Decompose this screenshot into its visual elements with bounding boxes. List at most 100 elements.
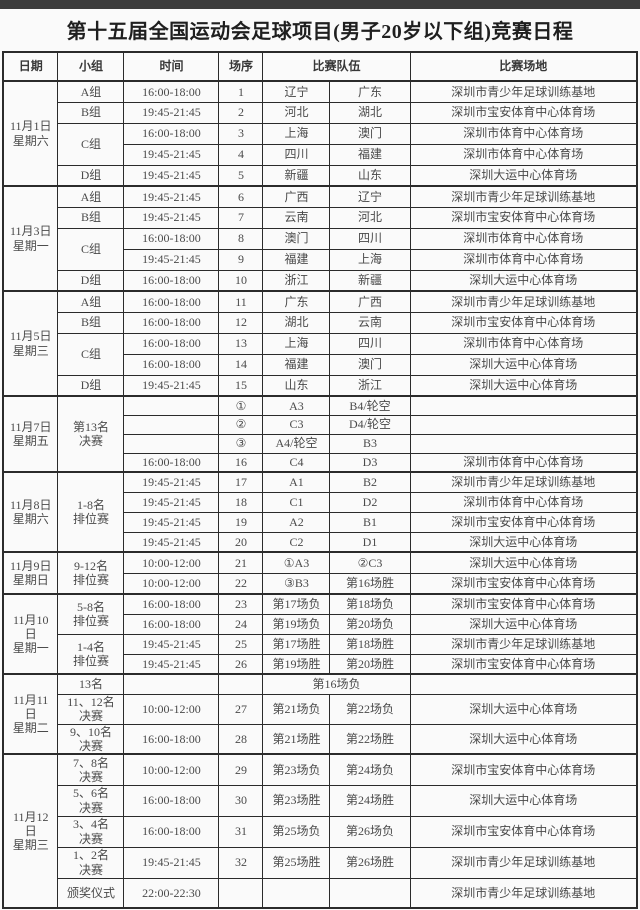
team-a-cell: 第25场负 xyxy=(262,815,331,848)
venue-cell xyxy=(409,395,638,416)
team-b-cell: 第24场负 xyxy=(329,753,411,786)
team-a-cell: 第17场胜 xyxy=(262,633,331,655)
venue-cell: 深圳市体育中心体育场 xyxy=(409,491,638,513)
team-a-cell: 上海 xyxy=(262,332,331,355)
team-a-cell: 第23场负 xyxy=(262,753,331,786)
time-cell xyxy=(123,673,220,695)
match-no-cell: 31 xyxy=(218,815,264,848)
team-a-cell: 第19场胜 xyxy=(262,653,331,675)
venue-cell: 深圳市宝安体育中心体育场 xyxy=(409,593,638,615)
time-cell: 16:00-18:00 xyxy=(123,290,220,313)
schedule-row: 11月3日 星期一 A组 19:45-21:45 6 广西 辽宁 深圳市青少年足… xyxy=(2,185,638,292)
team-a-cell: 福建 xyxy=(262,353,331,376)
team-b-cell: ②C3 xyxy=(329,551,411,574)
team-a-cell: 澳门 xyxy=(262,227,331,250)
match-no-cell: 26 xyxy=(218,653,264,675)
team-a-cell: 辽宁 xyxy=(262,80,331,103)
date-cell: 11月3日 星期一 xyxy=(2,185,59,292)
team-b-cell: 澳门 xyxy=(329,353,411,376)
venue-cell: 深圳大运中心体育场 xyxy=(409,164,638,187)
match-no-cell: 7 xyxy=(218,206,264,229)
venue-cell: 深圳大运中心体育场 xyxy=(409,784,638,817)
group-cell: 5、6名 决赛 xyxy=(57,784,125,817)
date-cell: 11月11 日 星期二 xyxy=(2,673,59,755)
venue-cell: 深圳市青少年足球训练基地 xyxy=(409,471,638,493)
team-a-cell: A3 xyxy=(262,395,331,416)
time-cell: 19:45-21:45 xyxy=(123,248,220,271)
group-cell: 第13名 决赛 xyxy=(57,395,125,473)
venue-cell: 深圳市宝安体育中心体育场 xyxy=(409,572,638,595)
group-cell: A组 xyxy=(57,185,125,208)
match-no-cell: 17 xyxy=(218,471,264,493)
team-a-cell: 第17场负 xyxy=(262,593,331,615)
venue-cell: 深圳市青少年足球训练基地 xyxy=(409,846,638,879)
date-cell: 11月5日 星期三 xyxy=(2,290,59,397)
team-b-cell: D1 xyxy=(329,531,411,553)
date-cell: 11月9日 星期日 xyxy=(2,551,59,595)
team-b-cell: 上海 xyxy=(329,248,411,271)
match-no-cell: 28 xyxy=(218,723,264,755)
col-header-match-no: 场序 xyxy=(218,51,264,82)
header-row: 日期 小组 时间 场序 比赛队伍 比赛场地 xyxy=(2,51,638,82)
time-cell: 19:45-21:45 xyxy=(123,491,220,513)
team-a-cell: 第21场负 xyxy=(262,693,331,725)
schedule-row: 颁奖仪式 22:00-22:30 深圳市青少年足球训练基地 xyxy=(3,877,638,909)
venue-cell: 深圳大运中心体育场 xyxy=(409,551,638,574)
schedule-row: C组 16:00-18:00 8 澳门 四川 深圳市体育中心体育场 xyxy=(3,227,638,271)
team-a-cell: A4/轮空 xyxy=(262,433,331,454)
team-b-cell: 第16场胜 xyxy=(329,572,411,595)
schedule-row: C组 16:00-18:00 13 上海 四川 深圳市体育中心体育场 xyxy=(3,332,638,376)
team-b-cell: 河北 xyxy=(329,206,411,229)
time-cell: 19:45-21:45 xyxy=(123,633,220,655)
team-a-cell: 福建 xyxy=(262,248,331,271)
time-cell: 19:45-21:45 xyxy=(123,531,220,553)
team-b-cell: 云南 xyxy=(329,311,411,334)
team-b-cell: 福建 xyxy=(329,143,411,166)
venue-cell: 深圳市青少年足球训练基地 xyxy=(409,185,638,208)
venue-cell: 深圳市宝安体育中心体育场 xyxy=(409,206,638,229)
team-b-cell: 湖北 xyxy=(329,101,411,124)
match-no-cell xyxy=(218,877,264,909)
match-no-cell: 25 xyxy=(218,633,264,655)
time-cell: 16:00-18:00 xyxy=(123,80,220,103)
match-no-cell: 24 xyxy=(218,613,264,635)
time-cell xyxy=(123,433,220,454)
venue-cell: 深圳市宝安体育中心体育场 xyxy=(409,101,638,124)
group-cell: 1、2名 决赛 xyxy=(57,846,125,879)
team-a-cell: 上海 xyxy=(262,122,331,145)
team-a-cell: 四川 xyxy=(262,143,331,166)
match-no-cell: 30 xyxy=(218,784,264,817)
schedule-row: 11月12 日 星期三 7、8名 决赛 10:00-12:00 29 第23场负… xyxy=(2,753,638,909)
time-cell: 22:00-22:30 xyxy=(123,877,220,909)
venue-cell: 深圳市青少年足球训练基地 xyxy=(409,290,638,313)
time-cell: 19:45-21:45 xyxy=(123,846,220,879)
group-cell: 1-8名 排位赛 xyxy=(57,471,125,553)
time-cell: 19:45-21:45 xyxy=(123,164,220,187)
schedule-row: 19:45-21:45 20 C2 D1 深圳大运中心体育场 xyxy=(3,531,638,553)
schedule-row: 11月9日 星期日 9-12名 排位赛 10:00-12:00 21 ①A3 ②… xyxy=(2,551,638,595)
col-header-group: 小组 xyxy=(57,51,125,82)
venue-cell: 深圳市体育中心体育场 xyxy=(409,332,638,355)
team-a-cell: C1 xyxy=(262,491,331,513)
time-cell: 19:45-21:45 xyxy=(123,511,220,533)
match-no-cell: 3 xyxy=(218,122,264,145)
venue-cell: 深圳市宝安体育中心体育场 xyxy=(409,815,638,848)
match-no-cell: ② xyxy=(218,414,264,435)
match-no-cell: 11 xyxy=(218,290,264,313)
venue-cell: 深圳大运中心体育场 xyxy=(409,531,638,553)
schedule-row: 19:45-21:45 18 C1 D2 深圳市体育中心体育场 xyxy=(3,491,638,513)
team-b-cell: 山东 xyxy=(329,164,411,187)
date-cell: 11月1日 星期六 xyxy=(2,80,59,187)
time-cell: 19:45-21:45 xyxy=(123,206,220,229)
team-b-cell: 第18场负 xyxy=(329,593,411,615)
time-cell: 10:00-12:00 xyxy=(123,572,220,595)
time-cell: 16:00-18:00 xyxy=(123,452,220,473)
date-cell: 11月10 日 星期一 xyxy=(2,593,59,675)
date-cell: 11月8日 星期六 xyxy=(2,471,59,553)
time-cell: 16:00-18:00 xyxy=(123,122,220,145)
schedule-row: 11月11 日 星期二 13名 第16场负 xyxy=(2,673,638,755)
schedule-row: 11月1日 星期六 A组 16:00-18:00 1 辽宁 广东 深圳市青少年足… xyxy=(2,80,638,187)
team-a-cell: 云南 xyxy=(262,206,331,229)
team-b-cell: 广东 xyxy=(329,80,411,103)
venue-cell: 深圳大运中心体育场 xyxy=(409,353,638,376)
